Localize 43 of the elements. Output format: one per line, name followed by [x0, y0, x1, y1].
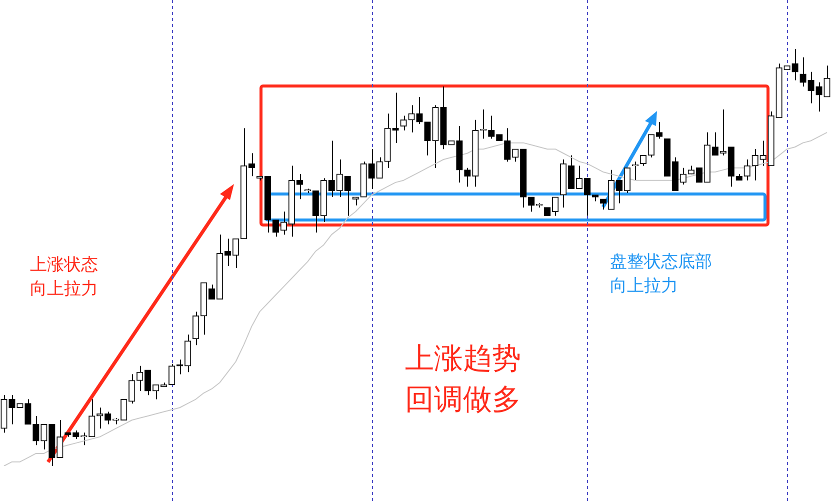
candlestick: [40, 424, 48, 450]
candlestick: [584, 178, 591, 216]
candlestick: [368, 148, 375, 190]
candlestick: [296, 174, 303, 200]
candlestick: [312, 190, 319, 233]
candlestick: [752, 148, 758, 181]
candlestick: [8, 394, 16, 425]
candlestick: [128, 374, 136, 404]
candlestick: [416, 96, 423, 125]
candlestick: [96, 407, 104, 429]
candlestick: [760, 140, 766, 166]
candlestick: [712, 132, 718, 156]
candlestick: [512, 148, 519, 162]
annotation: 上涨趋势回调做多: [405, 340, 522, 418]
candlestick: [336, 159, 343, 198]
candlestick: [88, 398, 96, 438]
candlestick: [488, 115, 495, 140]
candlestick: [272, 219, 279, 238]
candlestick: [808, 71, 814, 104]
candlestick: [24, 398, 32, 425]
candlestick: [504, 128, 511, 162]
candlestick: [816, 82, 822, 112]
candlestick: [800, 56, 806, 88]
candlestick: [424, 121, 431, 156]
candlestick: [568, 154, 575, 190]
candlestick: [408, 104, 415, 133]
annotation: 盘整状态底部向上拉力: [610, 251, 713, 298]
candlestick: [376, 156, 383, 179]
candlestick: [656, 121, 663, 140]
candlestick: [344, 176, 351, 216]
candlestick: [144, 370, 152, 396]
candlestick: [744, 159, 750, 181]
annotation: 上涨状态向上拉力: [30, 254, 99, 301]
candlestick: [400, 115, 407, 131]
candlestick: [32, 415, 40, 446]
candlestick: [280, 211, 287, 236]
candlestick: [792, 48, 798, 81]
candlestick: [328, 140, 335, 198]
candlestick: [464, 167, 471, 188]
candlestick: [120, 398, 128, 420]
candlestick: [824, 65, 830, 98]
candlestick: [56, 420, 64, 458]
candlestick: [696, 168, 702, 183]
